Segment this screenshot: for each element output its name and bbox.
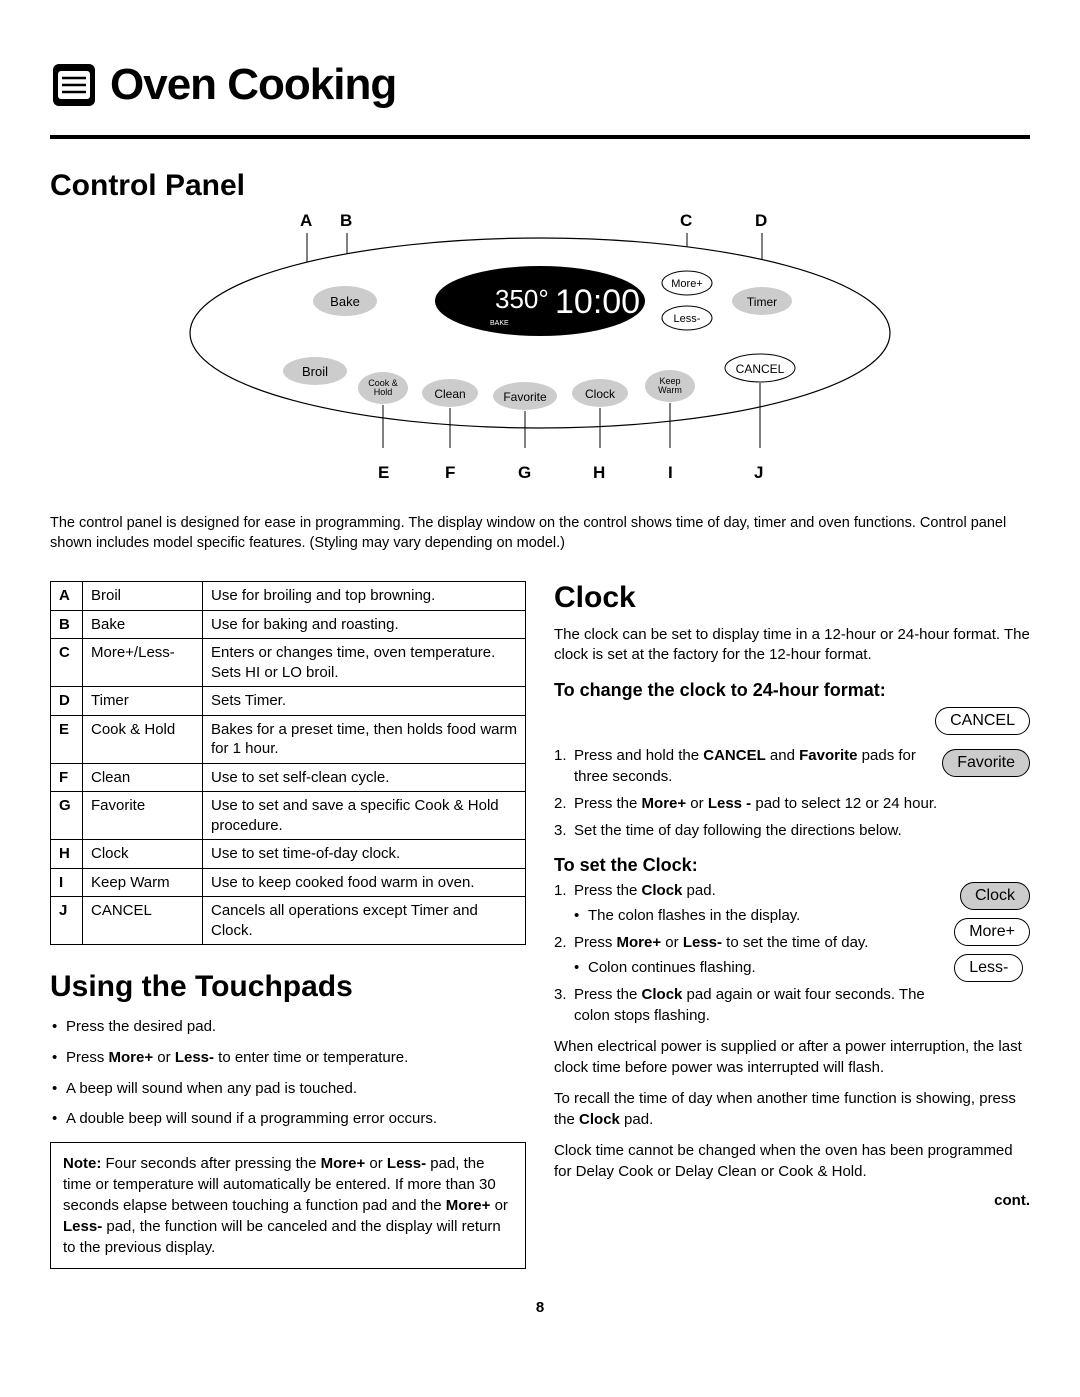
- label-c: C: [680, 211, 692, 231]
- page-number: 8: [50, 1299, 1030, 1316]
- list-item: Press the Clock pad again or wait four s…: [554, 984, 1030, 1026]
- svg-text:Clean: Clean: [434, 387, 465, 401]
- para-power: When electrical power is supplied or aft…: [554, 1036, 1030, 1078]
- change-24-heading: To change the clock to 24-hour format:: [554, 680, 1030, 701]
- list-item: Press the desired pad.: [50, 1016, 526, 1038]
- cancel-pill: CANCEL: [935, 707, 1030, 735]
- list-item: Colon continues flashing.: [574, 957, 1030, 978]
- label-a: A: [300, 211, 312, 231]
- page-header: Oven Cooking: [50, 60, 1030, 110]
- clock-intro: The clock can be set to display time in …: [554, 625, 1030, 666]
- table-row: CMore+/Less-Enters or changes time, oven…: [51, 639, 526, 687]
- list-item: Press More+ or Less- to enter time or te…: [50, 1047, 526, 1069]
- display-mode: BAKE: [490, 320, 509, 327]
- svg-text:Less-: Less-: [674, 313, 701, 325]
- svg-text:Timer: Timer: [747, 295, 777, 309]
- panel-svg: 350° 10:00 BAKE Bake Broil More+ Less- T…: [160, 213, 920, 463]
- clock-heading: Clock: [554, 581, 1030, 615]
- oven-icon: [50, 61, 98, 109]
- list-item: Press More+ or Less- to set the time of …: [554, 932, 1030, 978]
- label-f: F: [445, 463, 455, 483]
- para-cannot: Clock time cannot be changed when the ov…: [554, 1140, 1030, 1182]
- svg-text:Bake: Bake: [330, 294, 360, 309]
- using-touchpads-heading: Using the Touchpads: [50, 970, 526, 1004]
- control-panel-heading: Control Panel: [50, 169, 1030, 203]
- table-row: ECook & HoldBakes for a preset time, the…: [51, 715, 526, 763]
- table-row: DTimerSets Timer.: [51, 687, 526, 716]
- svg-text:Favorite: Favorite: [503, 390, 547, 404]
- label-h: H: [593, 463, 605, 483]
- para-recall: To recall the time of day when another t…: [554, 1088, 1030, 1130]
- panel-note: The control panel is designed for ease i…: [50, 514, 1030, 553]
- page-title: Oven Cooking: [110, 60, 396, 110]
- display-temp: 350°: [495, 284, 549, 314]
- table-row: IKeep WarmUse to keep cooked food warm i…: [51, 868, 526, 897]
- display-time: 10:00: [555, 283, 640, 321]
- svg-text:Clock: Clock: [585, 387, 616, 401]
- label-e: E: [378, 463, 389, 483]
- list-item: The colon flashes in the display.: [574, 905, 1030, 926]
- note-box: Note: Four seconds after pressing the Mo…: [50, 1142, 526, 1269]
- list-item: Press the More+ or Less - pad to select …: [554, 793, 1030, 814]
- list-item: A double beep will sound if a programmin…: [50, 1108, 526, 1130]
- steps-set: Press the Clock pad.The colon flashes in…: [554, 880, 1030, 1026]
- touchpad-bullets: Press the desired pad. Press More+ or Les…: [50, 1016, 526, 1130]
- table-row: BBakeUse for baking and roasting.: [51, 610, 526, 639]
- steps-24: Press and hold the CANCEL and Favorite p…: [554, 745, 1030, 841]
- set-clock-heading: To set the Clock:: [554, 855, 1030, 876]
- table-row: HClockUse to set time-of-day clock.: [51, 840, 526, 869]
- list-item: Press and hold the CANCEL and Favorite p…: [554, 745, 1030, 787]
- table-row: JCANCELCancels all operations except Tim…: [51, 897, 526, 945]
- label-g: G: [518, 463, 531, 483]
- list-item: A beep will sound when any pad is touche…: [50, 1078, 526, 1100]
- label-d: D: [755, 211, 767, 231]
- svg-text:More+: More+: [671, 278, 703, 290]
- title-underline: [50, 135, 1030, 139]
- list-item: Press the Clock pad.The colon flashes in…: [554, 880, 1030, 926]
- svg-text:CANCEL: CANCEL: [736, 362, 785, 376]
- table-row: FCleanUse to set self-clean cycle.: [51, 763, 526, 792]
- svg-text:Broil: Broil: [302, 364, 328, 379]
- table-row: ABroilUse for broiling and top browning.: [51, 582, 526, 611]
- label-i: I: [668, 463, 673, 483]
- label-j: J: [754, 463, 763, 483]
- svg-text:Warm: Warm: [658, 385, 682, 395]
- table-row: GFavoriteUse to set and save a specific …: [51, 792, 526, 840]
- feature-table: ABroilUse for broiling and top browning.…: [50, 581, 526, 945]
- cont-label: cont.: [554, 1192, 1030, 1209]
- control-panel-diagram: A B C D 350° 10:00 BAKE Bake Broil More+…: [160, 213, 920, 496]
- list-item: Set the time of day following the direct…: [554, 820, 1030, 841]
- svg-text:Hold: Hold: [374, 387, 393, 397]
- label-b: B: [340, 211, 352, 231]
